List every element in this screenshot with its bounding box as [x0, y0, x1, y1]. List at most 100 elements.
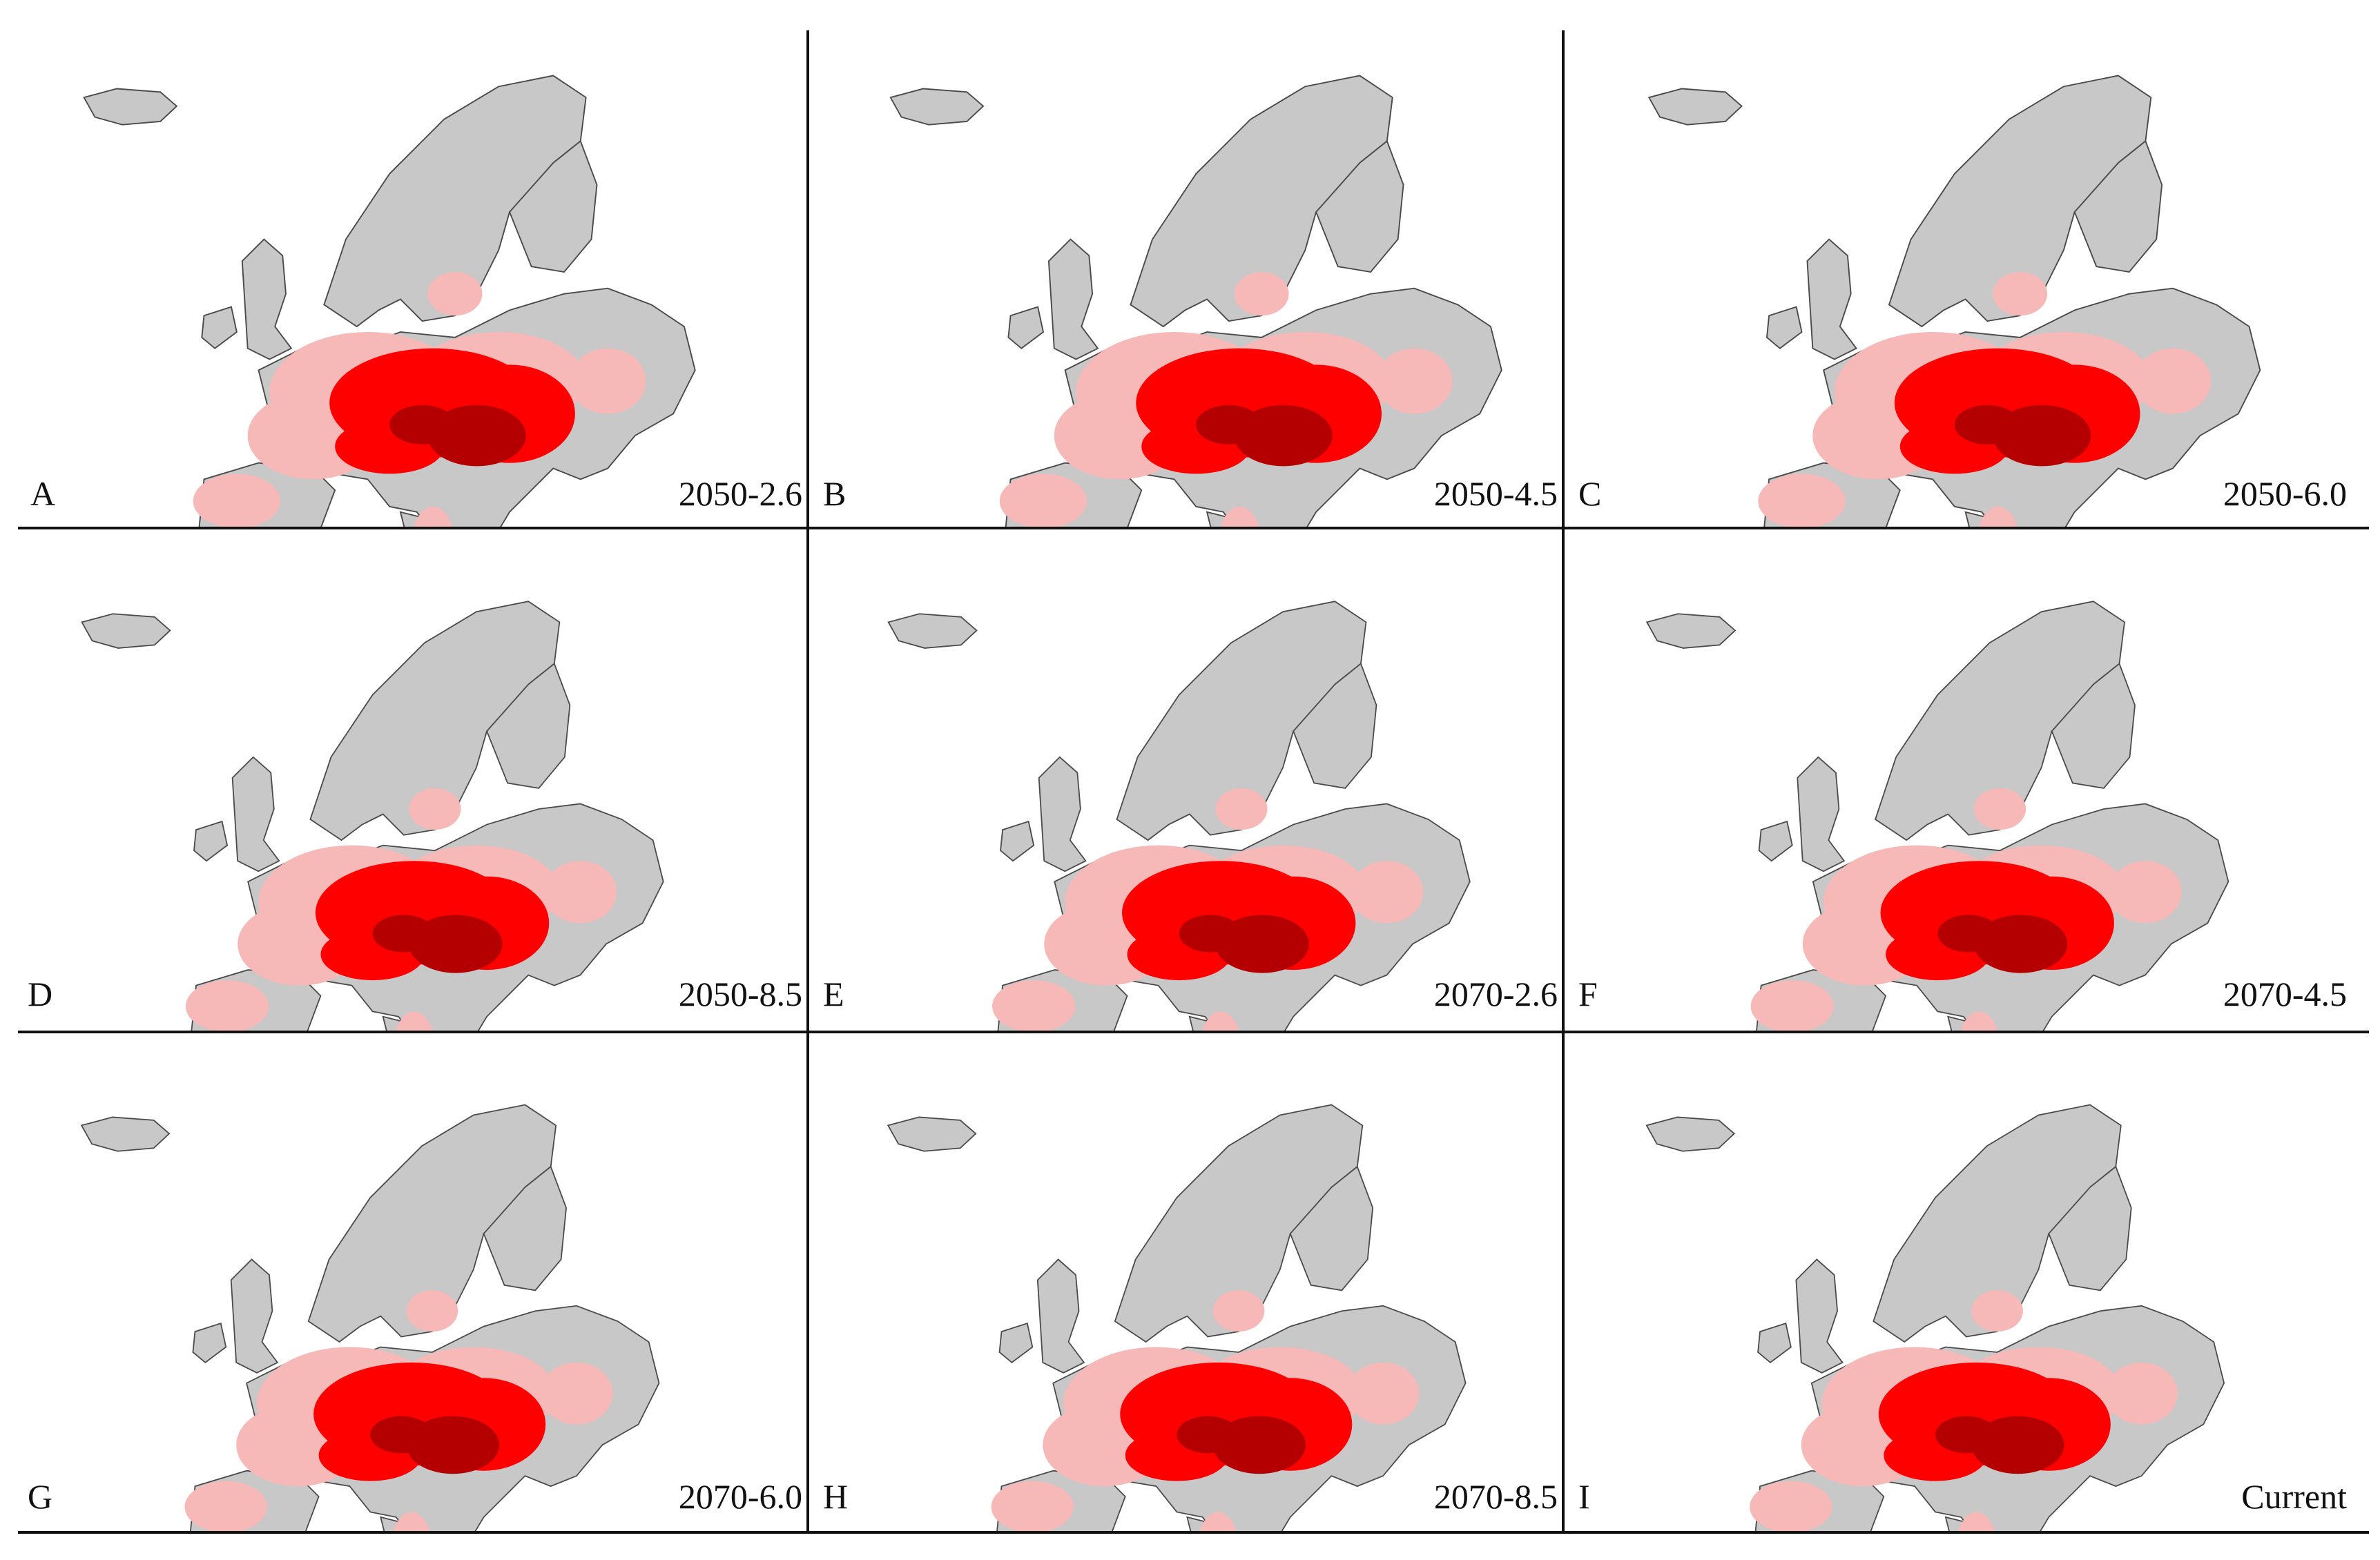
grid-divider-v2: [1562, 30, 1565, 1532]
suitability-low-area: [1973, 788, 2026, 830]
suitability-low-area: [1758, 474, 1846, 529]
map-panel-b: B 2050-4.5: [809, 0, 1562, 616]
landmass: [80, 1116, 171, 1152]
landmass: [1000, 820, 1035, 862]
landmass: [1758, 820, 1793, 862]
suitability-very-high-area: [372, 915, 435, 953]
europe-map: [81, 601, 706, 1116]
landmass: [2073, 139, 2163, 273]
panel-letter: A: [30, 474, 56, 513]
landmass: [1036, 1258, 1085, 1374]
scenario-label: 2070-2.6: [1433, 975, 1558, 1013]
grid-divider-h1: [18, 527, 2369, 529]
landmass: [1645, 1116, 1736, 1152]
landmass: [1647, 88, 1743, 126]
suitability-low-area: [991, 1481, 1074, 1533]
suitability-low-area: [1993, 272, 2048, 316]
europe-map: [83, 75, 740, 616]
map-panel-d: D 2050-8.5: [0, 529, 806, 1116]
suitability-low-area: [1234, 272, 1289, 316]
landmass: [193, 820, 229, 862]
suitability-low-area: [184, 1481, 267, 1533]
suitability-very-high-area: [1935, 1416, 1997, 1454]
suitability-very-high-area: [1196, 404, 1262, 445]
europe-map: [887, 1104, 1479, 1560]
suitability-very-high-area: [1177, 1416, 1239, 1454]
panel-letter: F: [1578, 975, 1598, 1013]
panel-letter: I: [1578, 1477, 1590, 1516]
landmass: [508, 139, 598, 273]
map-panel-g: G 2070-6.0: [0, 1033, 806, 1560]
scenario-label: 2070-6.0: [678, 1477, 802, 1516]
landmass: [1797, 756, 1846, 872]
suitability-low-area: [1750, 1481, 1832, 1533]
grid-divider-h2: [18, 1031, 2369, 1033]
landmass: [483, 1165, 567, 1291]
panel-letter: G: [28, 1477, 53, 1516]
landmass: [2048, 1165, 2132, 1291]
landmass: [231, 756, 280, 872]
landmass: [83, 88, 178, 126]
grid-divider-h3: [18, 1531, 2369, 1534]
landmass: [1765, 306, 1803, 349]
suitability-low-area: [193, 474, 281, 529]
grid-divider-v1: [806, 30, 809, 1532]
map-panel-f: F 2070-4.5: [1565, 529, 2380, 1116]
landmass: [230, 1258, 279, 1374]
suitability-low-area: [1212, 1290, 1265, 1332]
landmass: [1038, 756, 1087, 872]
landmass: [1315, 139, 1404, 273]
suitability-low-area: [992, 980, 1076, 1033]
landmass: [1047, 238, 1099, 360]
panel-letter: D: [28, 975, 53, 1013]
suitability-low-area: [543, 861, 617, 924]
suitability-low-area: [1376, 348, 1453, 414]
map-panel-a: A 2050-2.6: [0, 0, 806, 616]
suitability-low-area: [2105, 1362, 2178, 1425]
scenario-label: 2070-8.5: [1433, 1477, 1558, 1516]
suitability-very-high-area: [1937, 915, 2000, 953]
landmass: [887, 613, 978, 649]
suitability-low-area: [1215, 788, 1268, 830]
landmass: [1645, 613, 1736, 649]
scenario-label: 2050-6.0: [2223, 474, 2347, 513]
suitability-low-area: [409, 788, 461, 830]
europe-map: [1645, 1104, 2237, 1560]
map-panel-c: C 2050-6.0: [1565, 0, 2380, 616]
suitability-low-area: [1346, 1362, 1420, 1425]
landmass: [2051, 662, 2136, 789]
map-panel-h: H 2070-8.5: [809, 1033, 1562, 1560]
landmass: [887, 1116, 977, 1152]
map-panel-e: E 2070-2.6: [809, 529, 1562, 1116]
landmass: [81, 613, 171, 649]
suitability-very-high-area: [389, 404, 455, 445]
panel-letter: C: [1578, 474, 1602, 513]
europe-map: [889, 75, 1547, 616]
suitability-low-area: [999, 474, 1087, 529]
landmass: [1293, 662, 1377, 789]
europe-map: [1645, 601, 2271, 1116]
map-panel-i: I Current: [1565, 1033, 2380, 1560]
suitability-low-area: [1971, 1290, 2023, 1332]
landmass: [1795, 1258, 1844, 1374]
suitability-very-high-area: [370, 1416, 432, 1454]
scenario-label: 2050-8.5: [678, 975, 802, 1013]
landmass: [1757, 1322, 1792, 1364]
panel-letter: B: [823, 474, 846, 513]
landmass: [1806, 238, 1858, 360]
landmass: [1289, 1165, 1374, 1291]
suitability-low-area: [185, 980, 269, 1033]
suitability-low-area: [406, 1290, 458, 1332]
suitability-low-area: [569, 348, 646, 414]
scenario-label: 2050-2.6: [678, 474, 802, 513]
suitability-very-high-area: [1954, 404, 2020, 445]
suitability-low-area: [1350, 861, 1424, 924]
europe-map: [887, 601, 1513, 1116]
suitability-low-area: [540, 1362, 613, 1425]
europe-map: [1647, 75, 2305, 616]
panel-letter: E: [823, 975, 844, 1013]
landmass: [241, 238, 293, 360]
suitability-very-high-area: [1179, 915, 1241, 953]
suitability-low-area: [1750, 980, 1834, 1033]
